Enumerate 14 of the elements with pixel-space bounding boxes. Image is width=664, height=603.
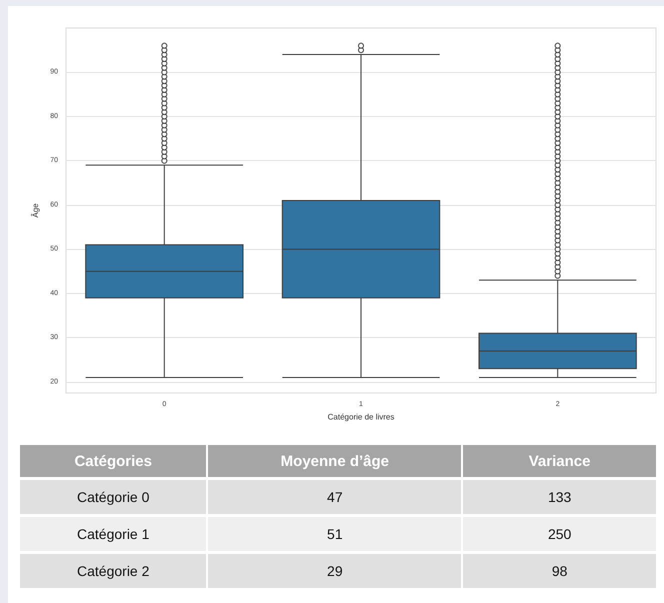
- data-label: 29: [208, 554, 462, 588]
- category-label: Catégorie 2: [20, 554, 206, 588]
- data-label: 98: [463, 554, 656, 588]
- y-axis-title: Âge: [30, 202, 40, 218]
- text: Catégories: [20, 445, 206, 477]
- category-label: Catégorie 1: [20, 517, 206, 551]
- series-label: Moyenne d’âge: [208, 445, 462, 477]
- data-label: 47: [208, 480, 462, 514]
- x-axis-title: Catégorie de livres: [328, 412, 394, 422]
- data-label: 250: [463, 517, 656, 551]
- category-label: Catégorie 0: [20, 480, 206, 514]
- data-label: 133: [463, 480, 656, 514]
- series-label: Variance: [463, 445, 656, 477]
- data-label: 51: [208, 517, 462, 551]
